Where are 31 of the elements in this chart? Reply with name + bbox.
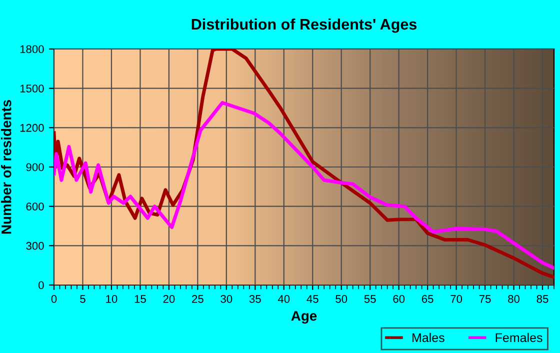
y-tick-label: 1500 bbox=[20, 84, 44, 92]
x-tick-label: 80 bbox=[508, 295, 520, 303]
x-tick-label: 10 bbox=[106, 295, 118, 303]
x-tick-label: 45 bbox=[306, 295, 318, 303]
x-tick-label: 20 bbox=[163, 295, 175, 303]
x-tick-label: 55 bbox=[364, 295, 376, 303]
x-tick-label: 65 bbox=[422, 295, 434, 303]
y-tick-label: 1200 bbox=[20, 124, 44, 132]
y-tick-label: 600 bbox=[26, 202, 44, 210]
x-tick-label: 30 bbox=[220, 295, 232, 303]
x-tick-label: 70 bbox=[450, 295, 462, 303]
y-tick-label: 300 bbox=[26, 242, 44, 250]
x-tick-label: 25 bbox=[192, 295, 204, 303]
chart-title: Distribution of Residents' Ages bbox=[192, 18, 417, 33]
x-tick-label: 5 bbox=[80, 295, 86, 303]
x-tick-label: 85 bbox=[536, 295, 548, 303]
legend-label: Males bbox=[412, 332, 444, 342]
x-axis-title: Age bbox=[291, 311, 317, 324]
x-tick-label: 35 bbox=[249, 295, 261, 303]
x-tick-label: 40 bbox=[278, 295, 290, 303]
y-tick-label: 900 bbox=[26, 163, 44, 172]
legend-label: Females bbox=[496, 332, 542, 342]
y-axis-title: Number of residents bbox=[1, 100, 12, 234]
x-tick-label: 0 bbox=[51, 295, 57, 303]
x-tick-label: 50 bbox=[336, 295, 348, 303]
x-tick-label: 15 bbox=[134, 295, 146, 303]
line-series bbox=[54, 101, 554, 270]
x-tick-label: 75 bbox=[479, 295, 491, 303]
x-tick-label: 60 bbox=[393, 295, 405, 303]
y-tick-label: 0 bbox=[38, 281, 44, 290]
y-tick-label: 1800 bbox=[20, 45, 44, 54]
